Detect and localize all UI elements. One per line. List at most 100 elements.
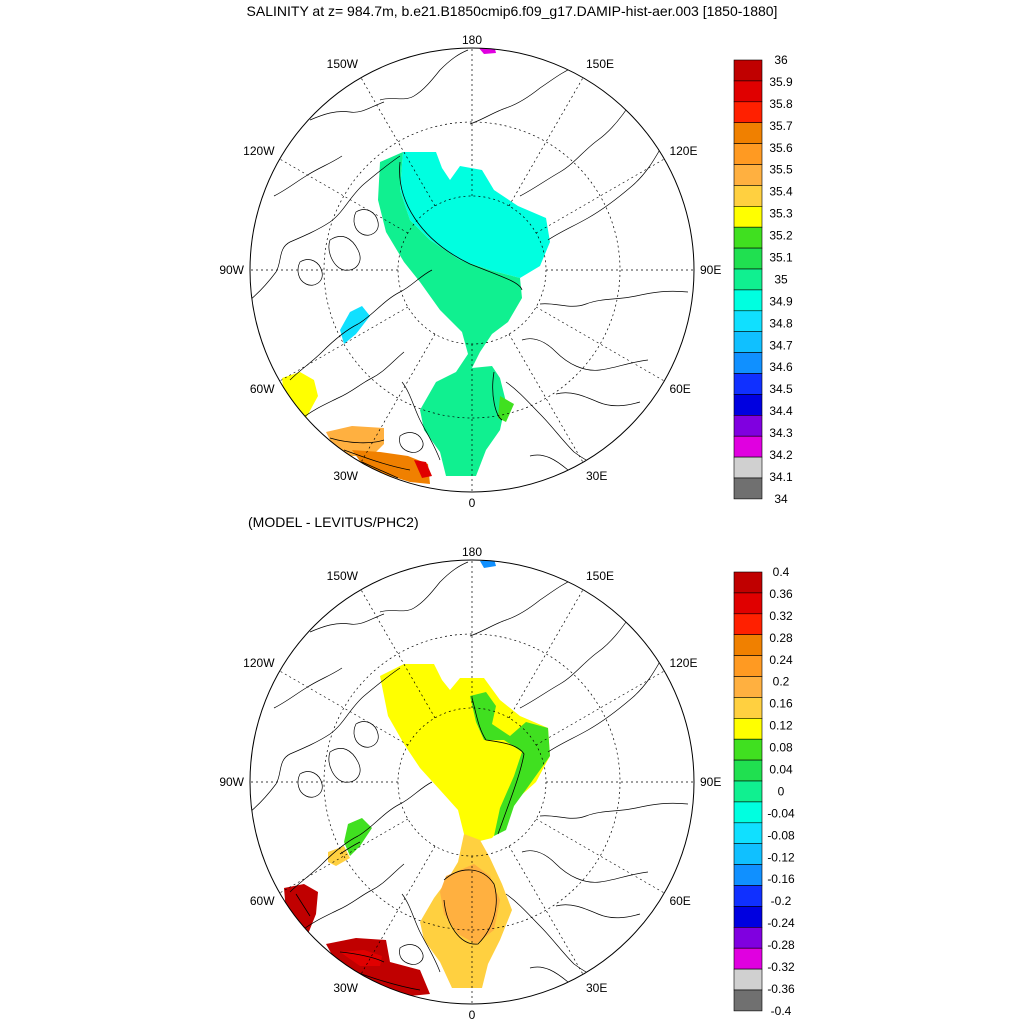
colorbar-tick-label: 34.1 xyxy=(769,470,793,484)
longitude-label: 180 xyxy=(462,33,482,47)
colorbar-tick-label: -0.4 xyxy=(771,1004,792,1018)
colorbar-tick-label: 36 xyxy=(774,53,788,67)
figure-title: SALINITY at z= 984.7m, b.e21.B1850cmip6.… xyxy=(246,3,778,19)
longitude-label: 150E xyxy=(586,569,614,583)
colorbar-tick-label: 35.7 xyxy=(769,119,793,133)
colorbar-swatch xyxy=(733,247,763,270)
colorbar-tick-label: 0.16 xyxy=(769,697,793,711)
colorbar-tick-label: 34 xyxy=(774,492,788,506)
colorbar-swatch xyxy=(733,80,763,103)
colorbar-swatch xyxy=(733,634,763,656)
meridian-line xyxy=(508,77,584,207)
colorbar-tick-label: 0.32 xyxy=(769,609,793,623)
colorbar-tick-label: 35.8 xyxy=(769,97,793,111)
colorbar-tick-label: 0.28 xyxy=(769,631,793,645)
colorbar-swatch xyxy=(733,310,763,332)
coastlines xyxy=(250,49,689,491)
meridian-line xyxy=(535,670,665,746)
salinity-region-pacific-side xyxy=(400,152,550,278)
colorbar-swatch xyxy=(733,780,763,803)
colorbar-tick-label: 35.1 xyxy=(769,251,793,265)
salinity-map-panel: 180 150E 120E 90E 60E 30E 0 30W 60W 90W 120W 150W xyxy=(219,33,721,510)
colorbar-swatch xyxy=(733,843,763,865)
longitude-label: 90W xyxy=(219,263,244,277)
colorbar-tick-label: 0.08 xyxy=(769,741,793,755)
difference-region-atlantic-core xyxy=(440,864,500,944)
longitude-label: 60E xyxy=(669,382,690,396)
colorbar-swatch xyxy=(733,759,763,782)
colorbar-tick-label: -0.04 xyxy=(767,806,795,820)
colorbar-tick-label: 34.7 xyxy=(769,338,793,352)
coastlines xyxy=(250,561,689,1003)
colorbar-swatch xyxy=(733,164,763,186)
colorbar-swatch xyxy=(733,926,763,949)
salinity-region-north-atlantic-c xyxy=(414,460,432,478)
salinity-region-north-pacific xyxy=(478,48,496,54)
colorbar-tick-label: 0.24 xyxy=(769,653,793,667)
longitude-labels: 180 150E 120E 90E 60E 30E 0 30W 60W 90W 120W 150W xyxy=(219,33,721,510)
difference-contour xyxy=(339,841,361,855)
colorbar-swatch xyxy=(733,289,763,312)
colorbar-swatch xyxy=(733,738,763,761)
colorbar-swatch xyxy=(733,801,763,824)
colorbar-tick-label: -0.28 xyxy=(767,938,795,952)
colorbar-swatch xyxy=(733,206,763,228)
colorbar-tick-label: 34.6 xyxy=(769,360,793,374)
difference-contour xyxy=(443,869,497,945)
colorbar-tick-label: 35.6 xyxy=(769,141,793,155)
salinity-contour xyxy=(492,371,503,421)
difference-region-labrador xyxy=(284,884,318,934)
longitude-label: 0 xyxy=(469,496,476,510)
colorbar-swatch xyxy=(733,571,763,594)
meridian-line xyxy=(508,333,584,463)
colorbar-tick-label: -0.36 xyxy=(767,982,795,996)
colorbar-swatch xyxy=(733,822,763,844)
difference-colorbar: 0.4 0.36 0.32 0.28 0.24 0.2 0.16 0.12 0.08 0.04 0 -… xyxy=(733,565,795,1018)
colorbar-swatch xyxy=(733,613,763,635)
difference-panel-title: (MODEL - LEVITUS/PHC2) xyxy=(248,514,419,530)
longitude-label: 30W xyxy=(333,981,358,995)
colorbar-swatch xyxy=(733,414,763,437)
colorbar-swatch xyxy=(733,352,763,374)
colorbar-swatch xyxy=(733,906,763,928)
colorbar-swatch xyxy=(733,226,763,249)
longitude-label: 150E xyxy=(586,57,614,71)
difference-field xyxy=(250,560,689,1003)
meridian-line xyxy=(508,845,584,975)
colorbar-tick-label: 35.2 xyxy=(769,229,793,243)
longitude-label: 60E xyxy=(669,894,690,908)
longitude-label: 30W xyxy=(333,469,358,483)
colorbar-swatch xyxy=(733,676,763,698)
meridian-line xyxy=(360,845,436,975)
colorbar-tick-label: 0.4 xyxy=(773,565,790,579)
salinity-region-atlantic-edge xyxy=(498,396,514,422)
difference-region-eurasian-green xyxy=(470,692,550,836)
colorbar-swatch xyxy=(733,592,763,615)
salinity-contour xyxy=(329,437,411,479)
longitude-labels: 180 150E 120E 90E 60E 30E 0 30W 60W 90W 120W 150W xyxy=(219,545,721,1022)
colorbar-tick-label: 35 xyxy=(774,272,788,286)
colorbar-tick-label: -0.12 xyxy=(767,850,795,864)
colorbar-tick-label: 34.4 xyxy=(769,404,793,418)
colorbar-tick-label: -0.32 xyxy=(767,960,795,974)
colorbar-swatch xyxy=(733,373,763,395)
colorbar-tick-label: 0.04 xyxy=(769,763,793,777)
colorbar-tick-label: 0 xyxy=(778,784,785,798)
salinity-region-baffin xyxy=(340,306,370,344)
longitude-label: 30E xyxy=(586,981,607,995)
longitude-label: 90W xyxy=(219,775,244,789)
colorbar-tick-label: 34.8 xyxy=(769,316,793,330)
colorbar-swatch xyxy=(733,143,763,165)
meridian-line xyxy=(279,306,409,382)
colorbar-swatch xyxy=(733,989,763,1012)
colorbar-tick-label: 0.12 xyxy=(769,719,793,733)
colorbar-swatch xyxy=(733,864,763,886)
salinity-region-north-atlantic-b xyxy=(352,450,430,484)
longitude-label: 0 xyxy=(469,1008,476,1022)
difference-contour xyxy=(471,697,525,835)
colorbar-swatch xyxy=(733,697,763,719)
meridian-line xyxy=(535,158,665,234)
colorbar-swatch xyxy=(733,456,763,479)
colorbar-swatch xyxy=(733,101,763,124)
